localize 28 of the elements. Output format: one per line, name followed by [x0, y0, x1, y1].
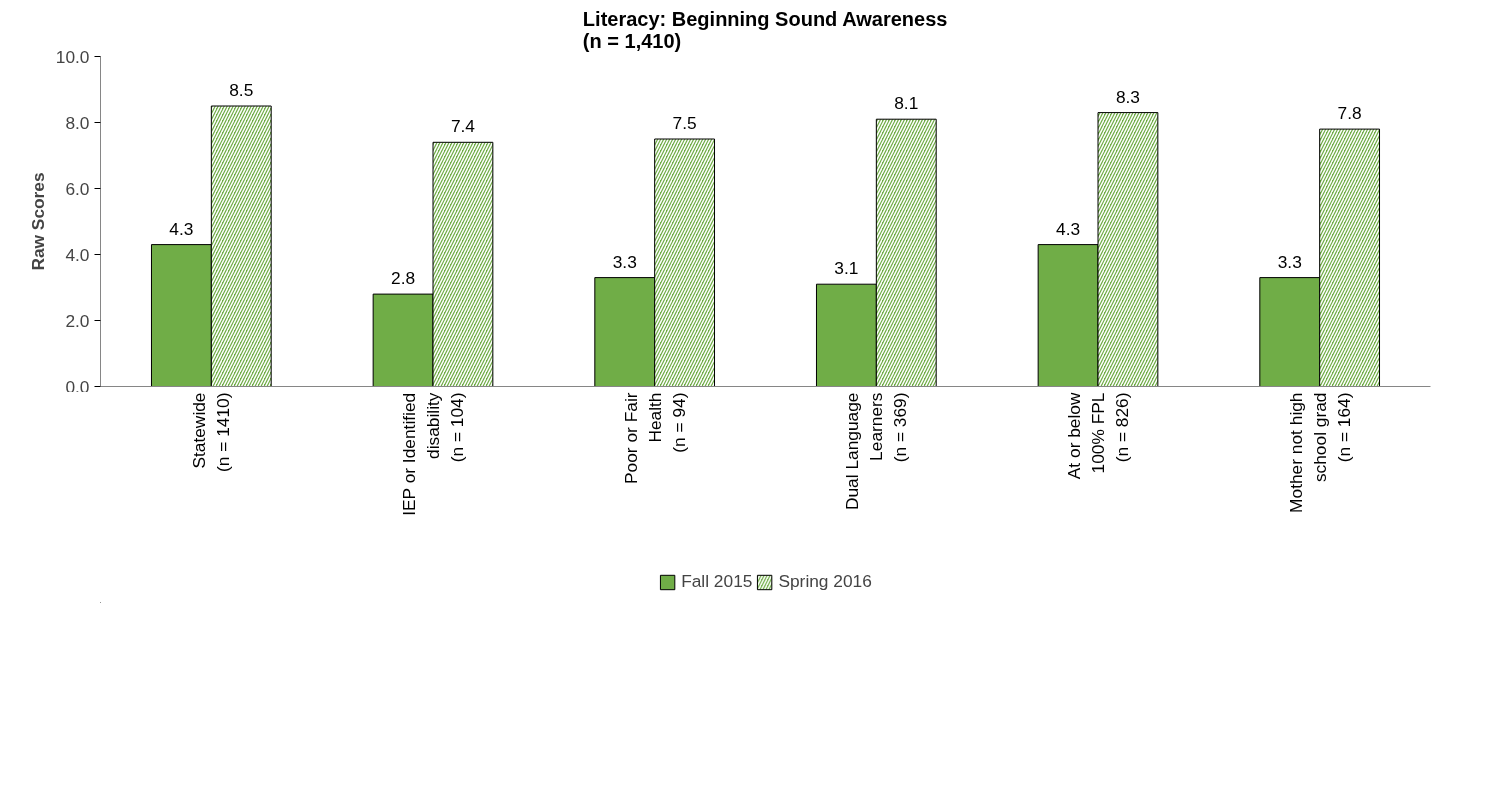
data-label: 7.5: [672, 113, 697, 133]
x-tick-label: Statewide (n = 1410): [189, 392, 234, 472]
legend-label: Fall 2015: [681, 571, 753, 592]
data-label: 7.4: [450, 116, 476, 137]
data-label: 8.3: [1115, 86, 1140, 107]
x-tick-label: At or below 100% FPL (n = 826): [1064, 392, 1132, 480]
y-tick-label: 0.0: [65, 376, 90, 397]
y-tick-label: 4.0: [65, 244, 90, 265]
y-tick-label: 10.0: [55, 46, 90, 67]
data-label: 4.3: [1056, 218, 1081, 239]
x-tick-label: Mother not high school grad (n = 164): [1285, 392, 1354, 513]
y-tick-label: 2.0: [65, 310, 90, 331]
data-label: 3.1: [834, 258, 859, 279]
data-label: 8.1: [894, 93, 919, 114]
x-tick-label: Dual Language Learners (n = 369): [842, 392, 911, 511]
data-label: 2.8: [391, 268, 416, 289]
legend-label: Spring 2016: [778, 571, 872, 592]
y-tick-label: 6.0: [65, 178, 90, 199]
y-axis-title: Raw Scores: [27, 172, 48, 271]
x-tick-label: IEP or Identified disability (n = 104): [399, 392, 467, 516]
y-tick-label: 8.0: [65, 112, 90, 133]
data-label: 8.5: [229, 80, 254, 100]
data-label: 7.8: [1337, 103, 1362, 124]
chart-title: Literacy: Beginning Sound Awareness (n = 1,410): [582, 7, 948, 52]
data-label: 3.3: [1277, 251, 1302, 272]
data-label: 3.3: [612, 251, 637, 272]
data-label: 4.3: [169, 218, 194, 239]
x-tick-label: Poor or Fair Health (n = 94): [620, 392, 689, 484]
